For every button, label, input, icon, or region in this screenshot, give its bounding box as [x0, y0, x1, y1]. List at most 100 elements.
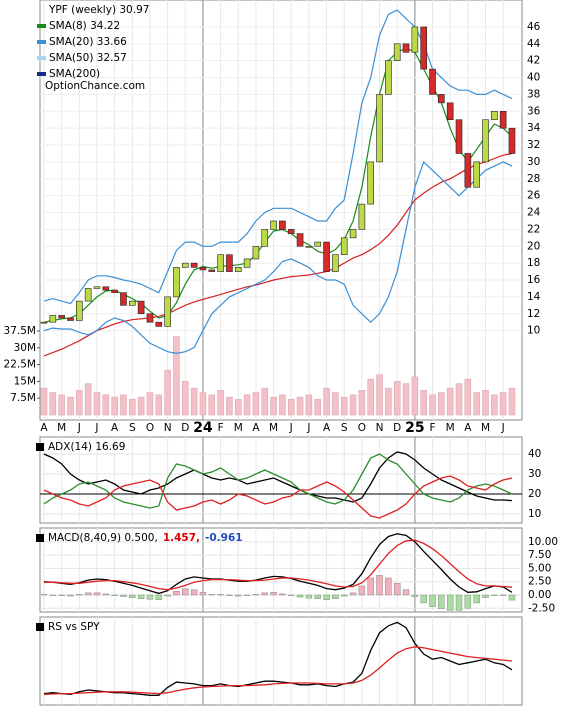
histogram-bar	[420, 594, 427, 604]
candle	[340, 237, 348, 256]
volume-bar	[305, 394, 313, 416]
volume-bar	[40, 387, 48, 416]
legend-label: SMA(20) 33.66	[49, 36, 127, 48]
title-part: MACD(8,40,9) 0.500,	[48, 532, 158, 544]
histogram-bar	[499, 594, 507, 596]
candle	[199, 267, 207, 271]
volume-bar	[173, 336, 180, 416]
histogram-bar	[288, 594, 295, 596]
histogram-bar	[332, 594, 339, 599]
candle	[393, 43, 401, 61]
candle	[181, 262, 189, 268]
y-tick-label: 40	[528, 448, 541, 460]
candle	[93, 286, 101, 289]
volume-bar	[49, 392, 57, 416]
volume-bar	[120, 394, 127, 416]
volume-bar	[190, 387, 198, 416]
legend-label: YPF (weekly) 30.97	[48, 4, 149, 16]
histogram-bar	[508, 594, 516, 601]
candle	[367, 161, 375, 205]
candle	[296, 233, 304, 247]
x-tick-label: J	[94, 422, 98, 434]
candle	[208, 269, 216, 272]
x-tick-label: A	[323, 422, 331, 434]
candle	[402, 43, 410, 53]
histogram-bar	[394, 583, 401, 596]
y-tick-label: 30	[528, 468, 541, 480]
volume-bar	[323, 387, 330, 416]
candle	[217, 254, 224, 272]
title-part: ADX(14) 16.69	[48, 441, 125, 453]
legend-label: SMA(50) 32.57	[49, 52, 127, 64]
indicator-line	[43, 475, 513, 519]
candle	[84, 288, 92, 302]
x-tick-label: O	[358, 422, 366, 434]
x-tick-label: N	[164, 422, 172, 434]
y-tick-label: 24	[527, 207, 541, 219]
volume-bar	[58, 394, 65, 416]
histogram-bar	[270, 592, 277, 596]
volume-bar	[270, 396, 277, 416]
volume-bar	[332, 392, 339, 416]
x-tick-label: O	[146, 422, 154, 434]
histogram-bar	[208, 594, 215, 596]
histogram-bar	[129, 594, 136, 598]
volume-bar	[367, 378, 374, 416]
indicator-line	[44, 539, 513, 591]
title-part: RS vs SPY	[48, 621, 100, 633]
x-tick-label: A	[111, 422, 119, 434]
volume-tick-label: 30M	[14, 342, 36, 354]
histogram-bar	[376, 575, 383, 596]
candle	[58, 315, 65, 319]
y-tick-label: 10	[527, 325, 540, 337]
volume-bar	[279, 394, 286, 416]
candle	[76, 300, 83, 321]
volume-bar	[93, 392, 101, 416]
y-tick-label: 18	[527, 257, 540, 269]
legend-label: SMA(200)	[49, 68, 100, 80]
x-tick-label: A	[464, 422, 472, 434]
histogram-bar	[226, 594, 233, 596]
y-tick-label: 46	[527, 21, 541, 33]
candle	[508, 127, 516, 154]
histogram-bar	[296, 594, 304, 598]
histogram-bar	[261, 592, 268, 596]
panel-title: MACD(8,40,9) 0.500, 1.457, -0.961	[48, 532, 243, 544]
volume-bar	[385, 387, 392, 416]
histogram-bar	[402, 589, 410, 596]
histogram-bar	[76, 594, 83, 596]
volume-bar	[482, 390, 489, 416]
volume-bar	[314, 399, 321, 416]
candle	[67, 317, 74, 321]
volume-bar	[438, 392, 445, 416]
x-tick-label: S	[129, 422, 136, 434]
volume-bar	[217, 390, 224, 416]
indicator-line	[43, 646, 513, 696]
candle	[102, 286, 110, 291]
panel-frame	[39, 616, 523, 706]
y-tick-label: 5.00	[528, 562, 551, 574]
histogram-bar	[67, 594, 74, 597]
legend-swatch	[37, 56, 46, 60]
y-tick-label: 7.50	[528, 549, 551, 561]
y-tick-label: 30	[527, 156, 540, 168]
histogram-bar	[446, 594, 454, 611]
volume-bar	[464, 378, 472, 416]
volume-tick-label: 22.5M	[4, 359, 36, 371]
volume-bar	[235, 399, 242, 416]
y-tick-label: -2.50	[528, 602, 555, 614]
volume-bar	[376, 374, 383, 416]
histogram-bar	[473, 594, 480, 604]
candle	[40, 321, 48, 324]
volume-bar	[499, 392, 507, 416]
volume-bar	[296, 396, 304, 416]
histogram-bar	[93, 592, 101, 596]
y-tick-label: 40	[527, 72, 540, 84]
indicator-line	[43, 453, 513, 509]
volume-bar	[199, 392, 207, 416]
histogram-bar	[341, 594, 348, 597]
volume-bar	[491, 394, 498, 416]
indicator-line	[43, 152, 513, 357]
x-tick-label: A	[40, 422, 48, 434]
